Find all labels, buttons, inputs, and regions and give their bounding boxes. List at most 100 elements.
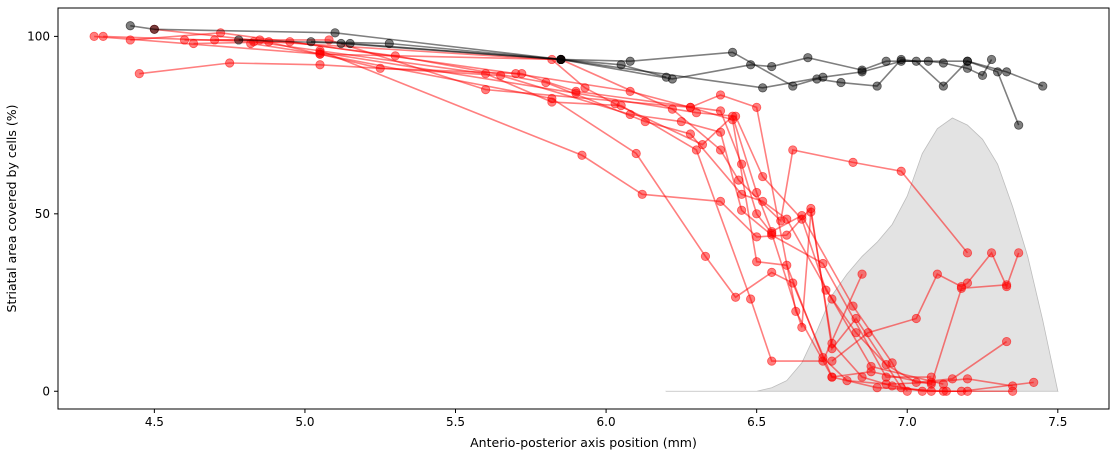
data-point [89,31,99,41]
data-point [797,214,807,224]
data-point [848,301,858,311]
data-point [836,77,846,88]
data-point [827,356,837,366]
data-point [1029,377,1039,387]
data-point [246,38,256,49]
data-point [577,150,587,160]
data-point [857,269,867,279]
data-point [962,374,973,384]
series-black-3 [336,38,1048,93]
data-point [863,328,873,338]
data-point [188,38,199,49]
data-point [1038,81,1048,91]
data-point [821,285,831,295]
x-tick-label: 4.5 [145,415,164,429]
data-point [911,377,921,387]
series-red-4 [89,31,973,258]
data-point [715,196,726,206]
x-tick-label: 6.0 [597,415,616,429]
data-point [848,157,858,167]
data-point [730,292,741,302]
data-point [571,88,581,98]
data-point [827,372,837,382]
data-point [752,187,762,198]
data-point [881,379,891,389]
data-point [782,230,792,240]
data-point [676,116,686,127]
data-point [149,24,159,34]
data-point [306,37,316,47]
series-line [94,35,969,254]
y-axis-label: Striatal area covered by cells (%) [4,105,19,313]
data-point [631,148,641,159]
data-point [803,53,813,63]
data-point [926,386,936,396]
data-point [625,86,635,96]
data-point [736,205,747,215]
data-point [962,278,973,288]
data-point [896,383,906,393]
data-point [788,278,798,288]
data-point [697,140,708,150]
data-point [938,81,948,91]
series-line [103,35,863,362]
x-tick-label: 7.5 [1048,415,1067,429]
data-point [788,145,798,155]
data-point [947,374,958,384]
series-group [89,21,1048,396]
x-tick-label: 7.0 [898,415,917,429]
x-tick-label: 5.5 [446,415,465,429]
data-point [1008,386,1018,396]
data-point [511,69,521,79]
data-point [715,90,726,100]
data-point [547,93,557,104]
series-line [139,62,932,378]
plot-frame [57,7,1110,410]
density-fill [664,117,1059,392]
data-point [1002,67,1012,77]
series-red-15 [827,248,1024,366]
data-point [746,60,756,70]
x-tick-label: 6.5 [747,415,766,429]
data-point [315,47,325,57]
y-tick-label: 50 [35,207,50,221]
data-point [1014,120,1024,130]
data-point [625,56,635,66]
data-point [881,360,891,370]
data-point [752,257,762,267]
series-black-2 [306,37,997,84]
series-red-12 [246,38,1018,396]
x-axis: 4.5 5.0 5.5 6.0 6.5 7.0 7.5 [145,409,1067,429]
data-point [851,313,861,324]
data-point [767,61,777,72]
data-point [134,69,144,79]
data-point [767,267,777,277]
data-point [896,166,906,176]
data-point [752,232,762,242]
series-red-14 [315,47,1012,387]
x-axis-label: Anterio-posterior axis position (mm) [470,435,697,450]
data-point [791,306,801,317]
data-point [827,344,837,354]
data-point [736,159,747,169]
data-point [727,47,738,57]
data-point [857,67,867,77]
data-point [911,313,921,324]
data-point [125,35,135,45]
data-point [767,356,777,366]
data-point [872,383,882,393]
data-point [752,102,762,112]
data-point [896,56,906,66]
data-point [691,108,702,118]
data-point [938,58,948,68]
y-tick-label: 100 [27,29,50,43]
data-point [691,145,702,155]
data-point [125,21,135,31]
data-point [315,60,325,70]
data-point [637,189,647,199]
data-point [730,111,741,121]
data-point [1002,281,1012,292]
data-point [818,72,828,82]
data-point [210,35,220,45]
